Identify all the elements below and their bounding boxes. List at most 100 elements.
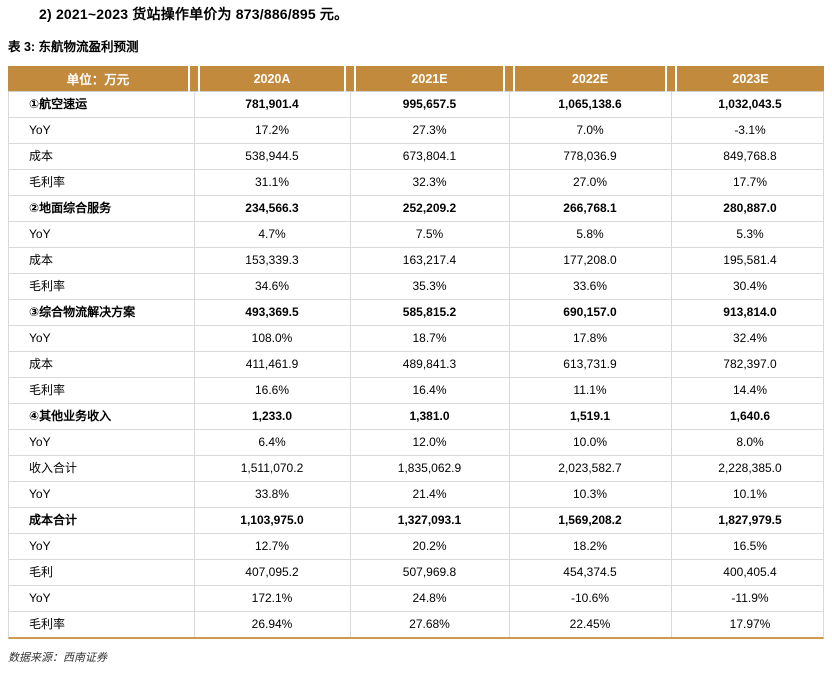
column-divider <box>665 274 677 300</box>
column-divider <box>503 196 515 222</box>
column-divider <box>665 248 677 274</box>
column-divider <box>344 586 356 612</box>
cell-value: -11.9% <box>677 586 824 612</box>
column-divider <box>344 482 356 508</box>
column-divider <box>188 274 200 300</box>
cell-value: 252,209.2 <box>356 196 503 222</box>
cell-value: 1,032,043.5 <box>677 92 824 118</box>
cell-value: 1,381.0 <box>356 404 503 430</box>
column-divider <box>665 456 677 482</box>
cell-value: 4.7% <box>200 222 344 248</box>
cell-value: 913,814.0 <box>677 300 824 326</box>
cell-value: 10.1% <box>677 482 824 508</box>
cell-value: 7.5% <box>356 222 503 248</box>
column-divider <box>188 92 200 118</box>
header-column-divider <box>344 66 356 92</box>
column-divider <box>503 482 515 508</box>
table-row: 毛利率 26.94% 27.68% 22.45% 17.97% <box>8 612 824 639</box>
column-divider <box>344 456 356 482</box>
cell-value: 16.4% <box>356 378 503 404</box>
row-label: 毛利率 <box>8 612 188 639</box>
row-label: YoY <box>8 586 188 612</box>
column-divider <box>665 352 677 378</box>
cell-value: 14.4% <box>677 378 824 404</box>
column-divider <box>188 456 200 482</box>
cell-value: 18.7% <box>356 326 503 352</box>
cell-value: 1,327,093.1 <box>356 508 503 534</box>
cell-value: 400,405.4 <box>677 560 824 586</box>
cell-value: 1,519.1 <box>515 404 665 430</box>
column-divider <box>344 274 356 300</box>
column-divider <box>188 118 200 144</box>
year-header-2023e: 2023E <box>677 66 824 92</box>
column-divider <box>503 274 515 300</box>
table-row: ①航空速运 781,901.4 995,657.5 1,065,138.6 1,032,… <box>8 92 824 118</box>
cell-value: 778,036.9 <box>515 144 665 170</box>
unit-header-cell: 单位：万元 <box>8 66 188 92</box>
column-divider <box>344 560 356 586</box>
row-label: YoY <box>8 534 188 560</box>
column-divider <box>344 222 356 248</box>
cell-value: 266,768.1 <box>515 196 665 222</box>
column-divider <box>503 560 515 586</box>
column-divider <box>503 144 515 170</box>
cell-value: 11.1% <box>515 378 665 404</box>
table-row: ④其他业务收入 1,233.0 1,381.0 1,519.1 1,640.6 <box>8 404 824 430</box>
cell-value: 781,901.4 <box>200 92 344 118</box>
cell-value: 782,397.0 <box>677 352 824 378</box>
table-row: YoY 4.7% 7.5% 5.8% 5.3% <box>8 222 824 248</box>
table-row: YoY 33.8% 21.4% 10.3% 10.1% <box>8 482 824 508</box>
cell-value: 7.0% <box>515 118 665 144</box>
cell-value: 33.6% <box>515 274 665 300</box>
cell-value: 2,023,582.7 <box>515 456 665 482</box>
column-divider <box>344 170 356 196</box>
cell-value: 17.97% <box>677 612 824 639</box>
column-divider <box>665 534 677 560</box>
column-divider <box>503 508 515 534</box>
cell-value: 32.3% <box>356 170 503 196</box>
column-divider <box>665 326 677 352</box>
column-divider <box>503 170 515 196</box>
column-divider <box>503 222 515 248</box>
cell-value: 16.5% <box>677 534 824 560</box>
column-divider <box>665 482 677 508</box>
column-divider <box>188 352 200 378</box>
cell-value: 22.45% <box>515 612 665 639</box>
column-divider <box>503 300 515 326</box>
cell-value: -10.6% <box>515 586 665 612</box>
cell-value: 690,157.0 <box>515 300 665 326</box>
column-divider <box>665 222 677 248</box>
column-divider <box>503 586 515 612</box>
column-divider <box>188 378 200 404</box>
row-label: YoY <box>8 118 188 144</box>
cell-value: 1,065,138.6 <box>515 92 665 118</box>
year-header-2020a: 2020A <box>200 66 344 92</box>
cell-value: 31.1% <box>200 170 344 196</box>
column-divider <box>665 378 677 404</box>
cell-value: 17.2% <box>200 118 344 144</box>
table-row: YoY 6.4% 12.0% 10.0% 8.0% <box>8 430 824 456</box>
cell-value: 407,095.2 <box>200 560 344 586</box>
cell-value: 33.8% <box>200 482 344 508</box>
row-label: 毛利 <box>8 560 188 586</box>
column-divider <box>188 326 200 352</box>
cell-value: 489,841.3 <box>356 352 503 378</box>
column-divider <box>188 170 200 196</box>
column-divider <box>188 222 200 248</box>
row-label: YoY <box>8 326 188 352</box>
cell-value: 12.0% <box>356 430 503 456</box>
cell-value: 17.7% <box>677 170 824 196</box>
column-divider <box>344 612 356 639</box>
row-label: 成本 <box>8 352 188 378</box>
table-row: YoY 108.0% 18.7% 17.8% 32.4% <box>8 326 824 352</box>
header-column-divider <box>188 66 200 92</box>
column-divider <box>503 118 515 144</box>
table-row: 毛利率 31.1% 32.3% 27.0% 17.7% <box>8 170 824 196</box>
column-divider <box>344 300 356 326</box>
year-header-2021e: 2021E <box>356 66 503 92</box>
column-divider <box>665 196 677 222</box>
column-divider <box>344 144 356 170</box>
column-divider <box>665 586 677 612</box>
row-label: 成本合计 <box>8 508 188 534</box>
